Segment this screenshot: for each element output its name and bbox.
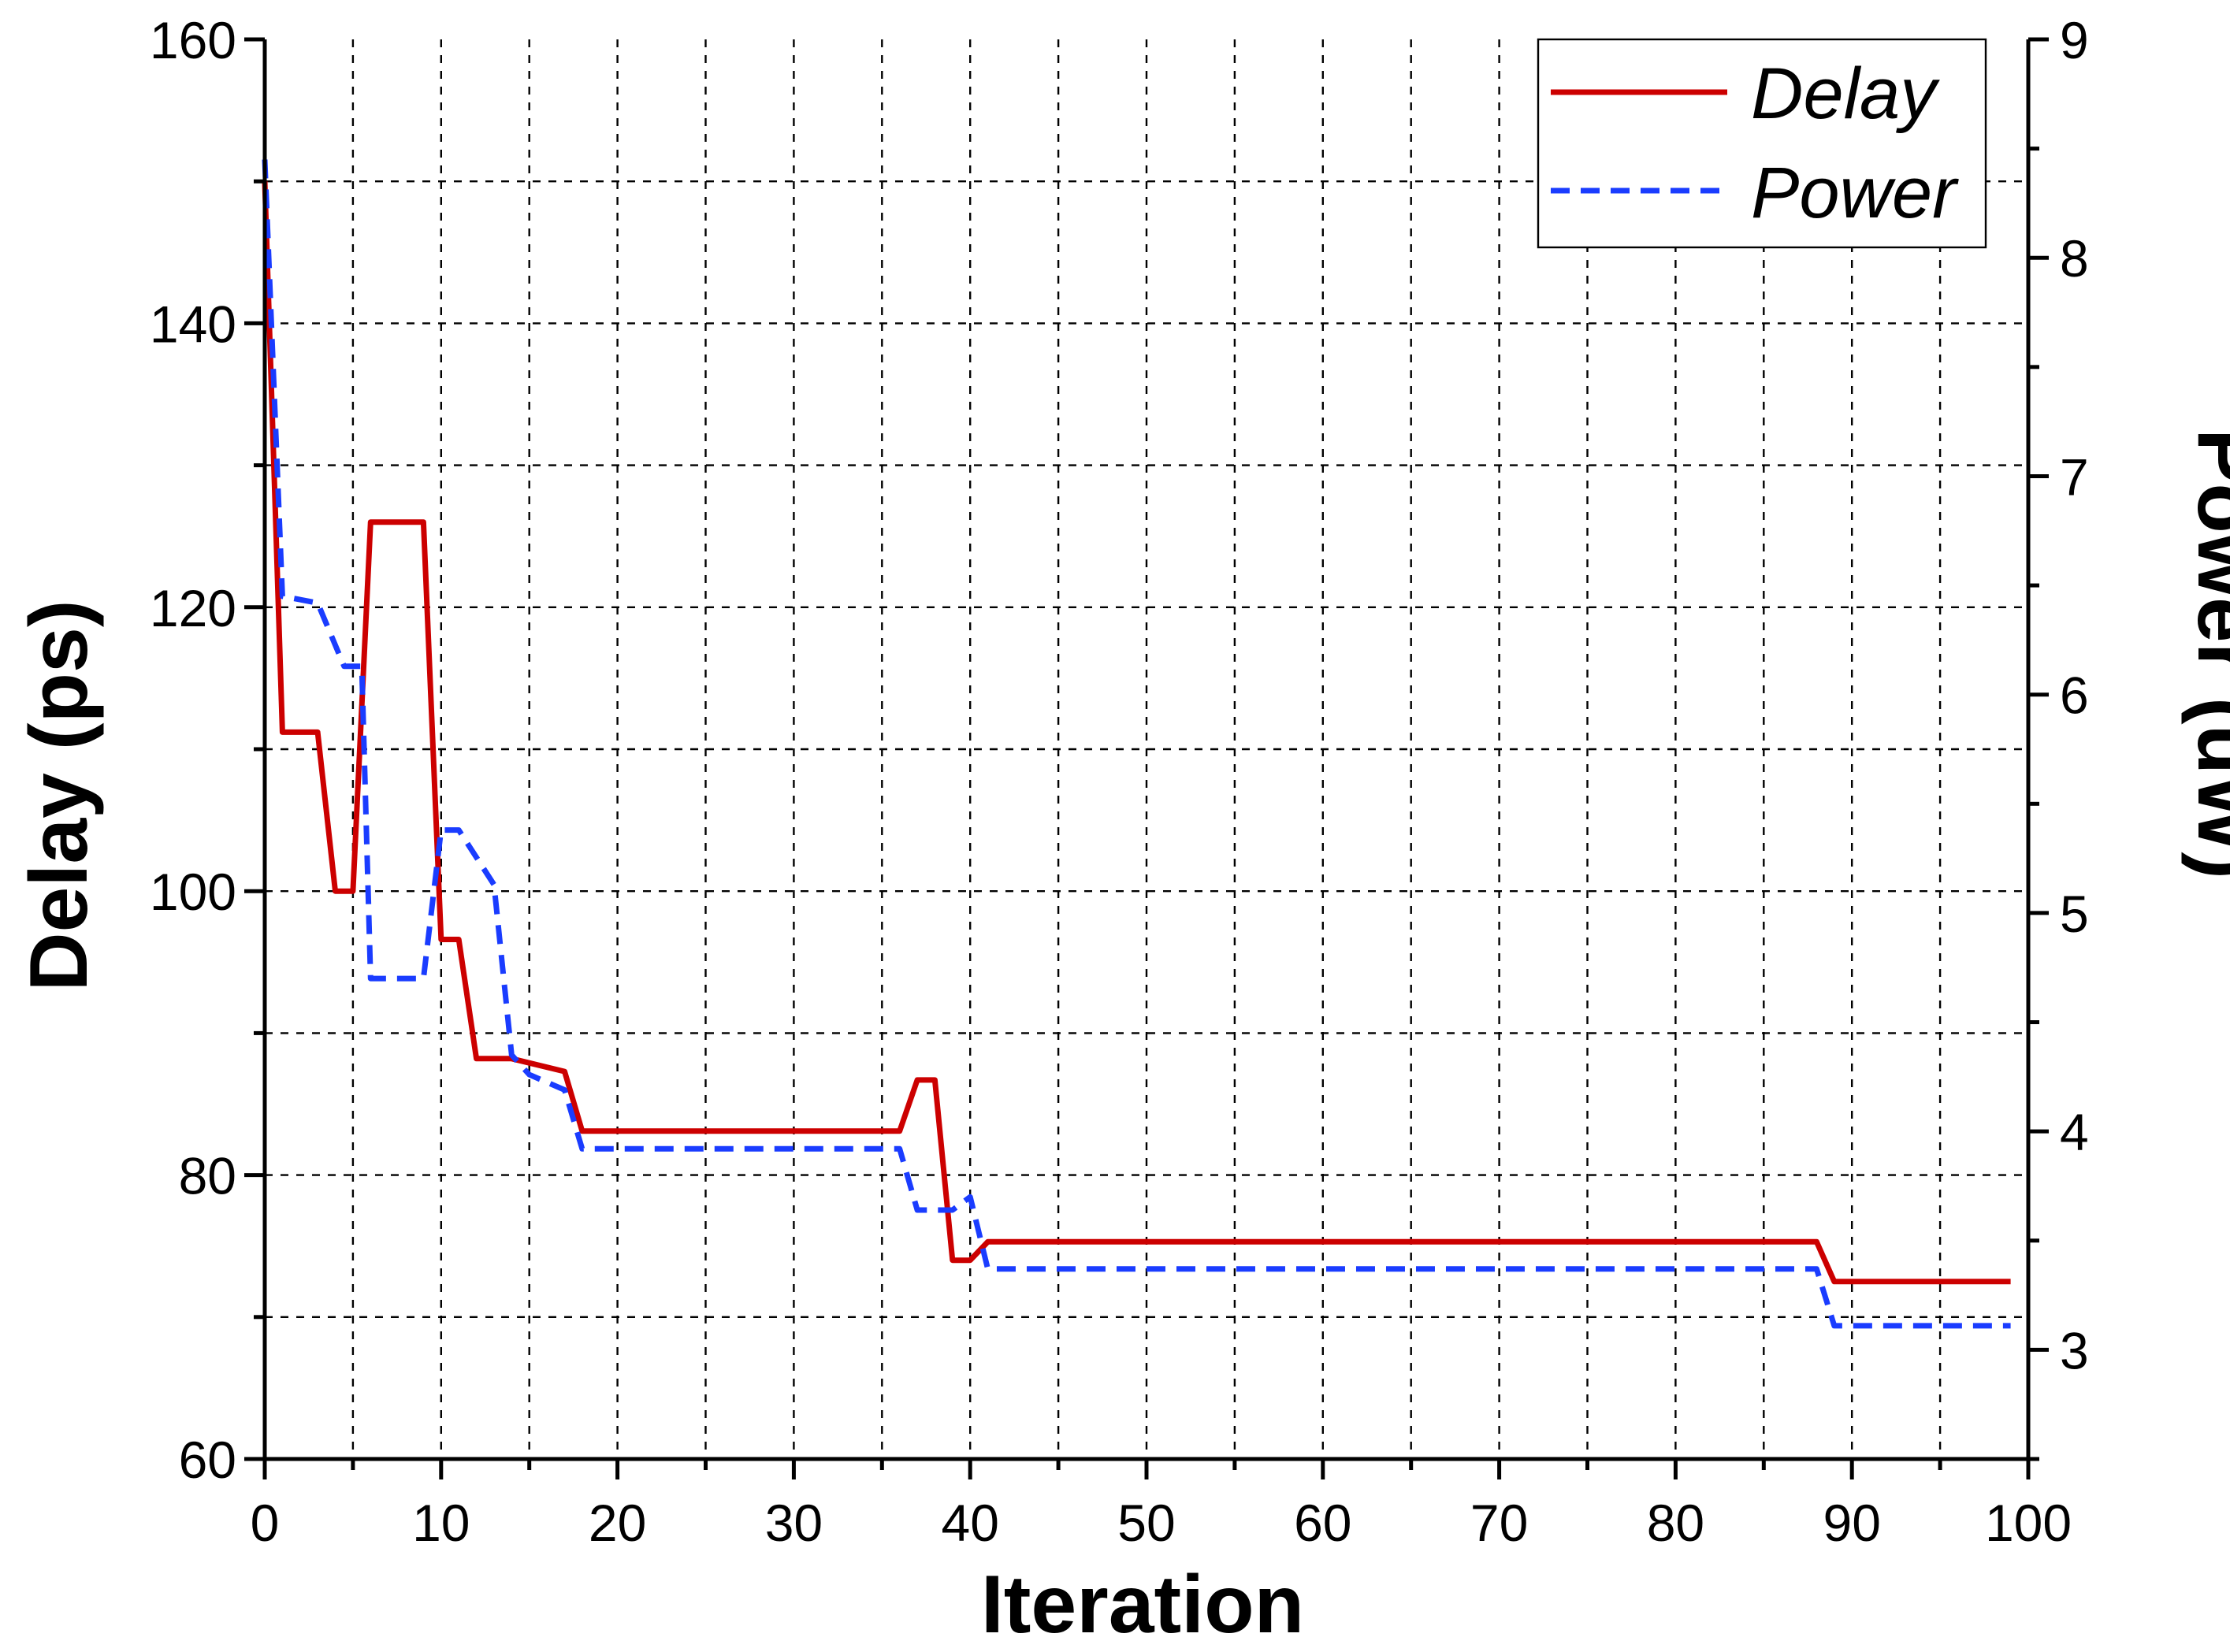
- right-y-axis-title: Power (uW): [2180, 429, 2230, 879]
- x-tick-label: 100: [1985, 1494, 2072, 1552]
- legend-label-delay: Delay: [1751, 54, 1940, 134]
- left-y-axis-title: Delay (ps): [13, 600, 105, 991]
- axes: [244, 37, 2049, 1479]
- grid-lines: [265, 39, 2028, 1459]
- right-y-tick-label: 4: [2060, 1103, 2089, 1161]
- left-y-tick-label: 140: [150, 295, 236, 353]
- legend-box: [1537, 38, 1987, 249]
- legend: Delay Power: [1537, 38, 1987, 249]
- x-tick-label: 0: [251, 1494, 280, 1552]
- series-lines: [262, 159, 2011, 1329]
- left-y-tick-label: 60: [179, 1431, 236, 1489]
- x-tick-label: 40: [941, 1494, 998, 1552]
- right-y-tick-label: 3: [2060, 1321, 2089, 1379]
- left-y-tick-label: 100: [150, 863, 236, 921]
- right-y-tick-label: 5: [2060, 885, 2089, 943]
- right-y-tick-label: 9: [2060, 11, 2089, 69]
- x-axis-title: Iteration: [981, 1559, 1304, 1650]
- right-y-tick-label: 7: [2060, 447, 2089, 506]
- x-tick-label: 50: [1117, 1494, 1175, 1552]
- left-y-tick-label: 80: [179, 1147, 236, 1205]
- left-y-tick-label: 160: [150, 11, 236, 69]
- tick-labels: 0 10 20 30 40 50 60 70 80 90 100 60 80 100 120 140 160 3 4…: [150, 11, 2089, 1552]
- x-tick-label: 10: [412, 1494, 470, 1552]
- right-y-tick-label: 8: [2060, 229, 2089, 288]
- legend-label-power: Power: [1751, 153, 1959, 233]
- series-line-power: [262, 159, 2011, 1329]
- x-tick-label: 90: [1823, 1494, 1880, 1552]
- series-line-delay: [262, 181, 2011, 1285]
- x-tick-label: 30: [765, 1494, 823, 1552]
- x-tick-label: 70: [1470, 1494, 1528, 1552]
- x-tick-label: 60: [1294, 1494, 1351, 1552]
- left-y-tick-label: 120: [150, 579, 236, 637]
- x-tick-label: 80: [1647, 1494, 1704, 1552]
- right-y-tick-label: 6: [2060, 666, 2089, 725]
- x-tick-label: 20: [589, 1494, 646, 1552]
